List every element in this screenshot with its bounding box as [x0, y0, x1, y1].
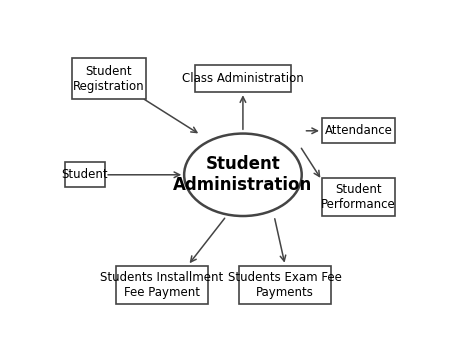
Text: Attendance: Attendance: [325, 124, 392, 137]
Text: Class Administration: Class Administration: [182, 72, 304, 85]
Text: Student
Performance: Student Performance: [321, 183, 396, 211]
FancyBboxPatch shape: [116, 266, 208, 304]
Text: Students Installment
Fee Payment: Students Installment Fee Payment: [100, 271, 224, 299]
FancyBboxPatch shape: [322, 177, 395, 216]
FancyBboxPatch shape: [65, 162, 105, 187]
FancyBboxPatch shape: [72, 58, 146, 99]
FancyBboxPatch shape: [322, 119, 395, 143]
Text: Student: Student: [62, 168, 108, 181]
Ellipse shape: [184, 134, 301, 216]
Text: Student
Administration: Student Administration: [173, 155, 312, 194]
FancyBboxPatch shape: [239, 266, 331, 304]
FancyBboxPatch shape: [195, 65, 291, 92]
Text: Students Exam Fee
Payments: Students Exam Fee Payments: [228, 271, 342, 299]
Text: Student
Registration: Student Registration: [73, 65, 145, 92]
